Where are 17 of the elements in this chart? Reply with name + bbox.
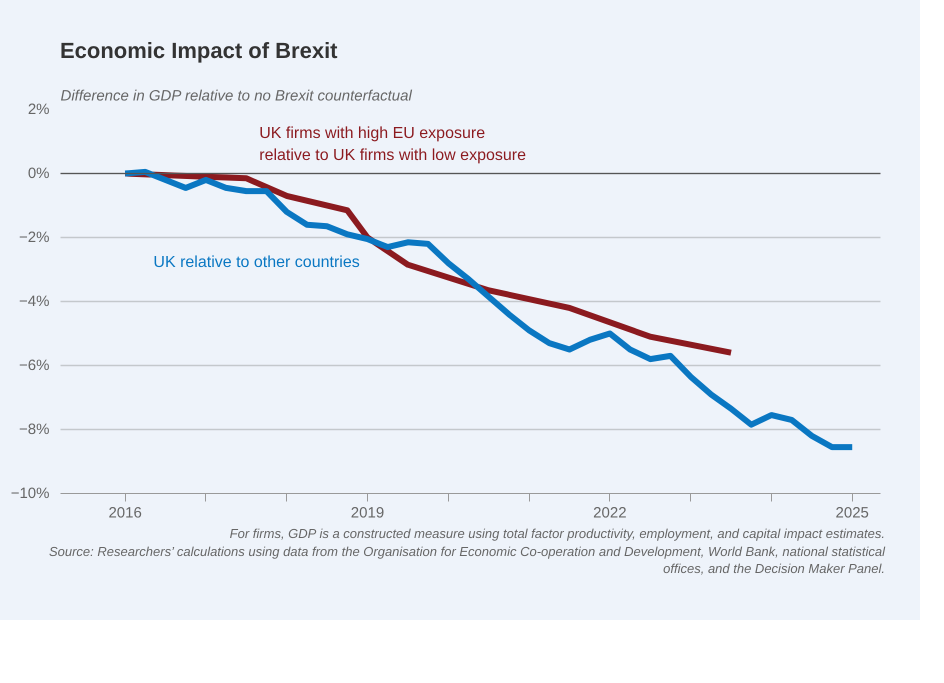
x-tick-label: 2016	[108, 504, 142, 522]
y-tick-label: −8%	[19, 421, 50, 438]
x-tick-label: 2022	[593, 504, 627, 522]
chart-title: Economic Impact of Brexit	[60, 37, 338, 65]
y-tick-label: 2%	[28, 101, 50, 118]
series-label: UK relative to other countries	[153, 254, 360, 272]
y-tick-label: −4%	[19, 293, 50, 310]
x-tick-label: 2025	[836, 504, 869, 522]
y-tick-label: −10%	[10, 485, 50, 502]
source-note: Source: Researchers’ calculations using data from the Organisation for Economic Co-operation and Development, World Bank, national statistical offices, and the Decision Maker Panel.	[48, 544, 885, 576]
y-tick-label: −2%	[19, 229, 50, 246]
y-axis-title: Difference in GDP relative to no Brexit counterfactual	[60, 88, 412, 104]
text: For firms, GDP is a constructed measure using total factor productivity, employment, and capital impact estimates.	[230, 526, 885, 541]
y-tick-label: 0%	[28, 165, 50, 182]
series-label: UK firms with high EU exposure relative to UK firms with low exposure	[259, 124, 526, 164]
x-tick-label: 2019	[350, 504, 384, 522]
y-tick-label: −6%	[19, 357, 50, 374]
